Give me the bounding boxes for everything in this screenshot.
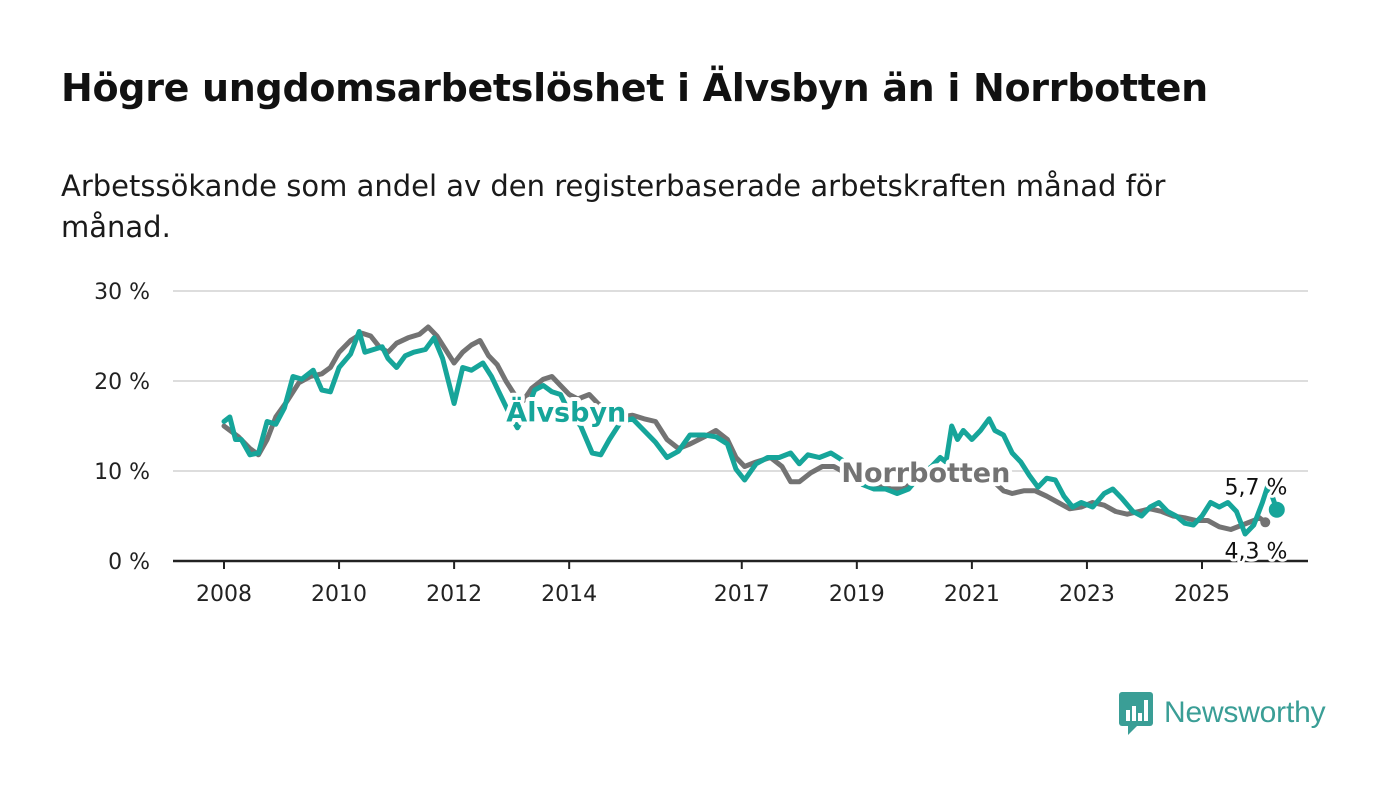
series-line-norrbotten <box>221 324 1268 532</box>
series-label-norrbotten: Norrbotten <box>841 458 1010 489</box>
x-tick-label: 2021 <box>944 582 1000 607</box>
series-label-alvsbyn-halo: Älvsbyn <box>506 397 626 429</box>
grid-layer: 0 % 10 % 20 % 30 % 2008 2010 2012 2014 2017 2019 2… <box>94 280 1308 607</box>
x-tick-label: 2017 <box>714 582 770 607</box>
x-tick-label: 2010 <box>311 582 367 607</box>
y-tick-label: 10 % <box>94 460 150 485</box>
y-tick-label: 20 % <box>94 370 150 395</box>
x-tick-label: 2019 <box>829 582 885 607</box>
x-tick-label: 2012 <box>426 582 482 607</box>
end-label-norrbotten-halo: 4,3 % <box>1225 539 1288 564</box>
chart-title: Högre ungdomsarbetslöshet i Älvsbyn än i… <box>61 66 1208 110</box>
chart-subtitle: Arbetssökande som andel av den registerb… <box>61 169 1166 244</box>
series-layer <box>221 324 1280 537</box>
newsworthy-brand[interactable]: Newsworthy <box>1118 690 1326 736</box>
x-tick-label: 2008 <box>196 582 252 607</box>
line-chart: 0 % 10 % 20 % 30 % 2008 2010 2012 2014 2017 2019 2… <box>94 280 1308 607</box>
end-label-alvsbyn: 5,7 % <box>1225 476 1288 501</box>
end-label-norrbotten: 4,3 % <box>1225 539 1288 564</box>
x-tick-label: 2025 <box>1174 582 1230 607</box>
x-tick-label: 2023 <box>1059 582 1115 607</box>
x-tick-label: 2014 <box>541 582 597 607</box>
newsworthy-logo-icon <box>1119 692 1153 735</box>
series-label-alvsbyn: Älvsbyn <box>506 397 626 429</box>
series-line-alvsbyn <box>221 329 1280 537</box>
series-label-norrbotten-halo: Norrbotten <box>841 458 1010 489</box>
end-marker-norrbotten <box>1260 517 1271 528</box>
y-tick-label: 30 % <box>94 280 150 305</box>
y-tick-label: 0 % <box>108 550 150 575</box>
brand-name: Newsworthy <box>1164 696 1326 729</box>
end-label-alvsbyn-halo: 5,7 % <box>1225 476 1288 501</box>
end-marker-alvsbyn <box>1268 501 1285 518</box>
